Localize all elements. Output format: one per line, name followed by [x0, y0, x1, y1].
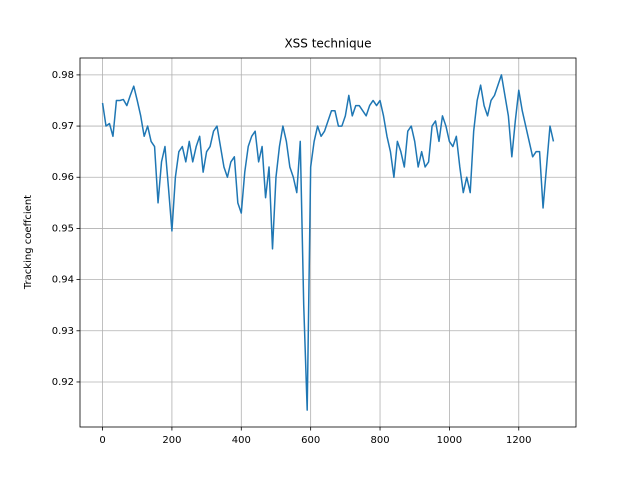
plot-frame — [79, 57, 577, 428]
x-tick-label: 800 — [370, 435, 389, 446]
y-tick-label: 0.94 — [52, 275, 74, 286]
data-line — [101, 74, 555, 411]
y-axis-label: Tracking coeffcient — [23, 195, 34, 290]
x-tick-label: 0 — [99, 435, 105, 446]
y-tick-label: 0.93 — [52, 326, 74, 337]
y-tick-label: 0.96 — [52, 172, 74, 183]
y-tick-label: 0.97 — [52, 121, 74, 132]
x-tick-label: 600 — [301, 435, 320, 446]
x-tick-label: 1200 — [506, 435, 531, 446]
y-tick-label: 0.92 — [52, 377, 74, 388]
x-tick-label: 400 — [232, 435, 251, 446]
y-tick-label: 0.98 — [52, 70, 74, 81]
chart-title: XSS technique — [284, 37, 371, 51]
x-tick-label: 1000 — [437, 435, 462, 446]
y-tick-label: 0.95 — [52, 223, 74, 234]
x-tick-label: 200 — [162, 435, 181, 446]
